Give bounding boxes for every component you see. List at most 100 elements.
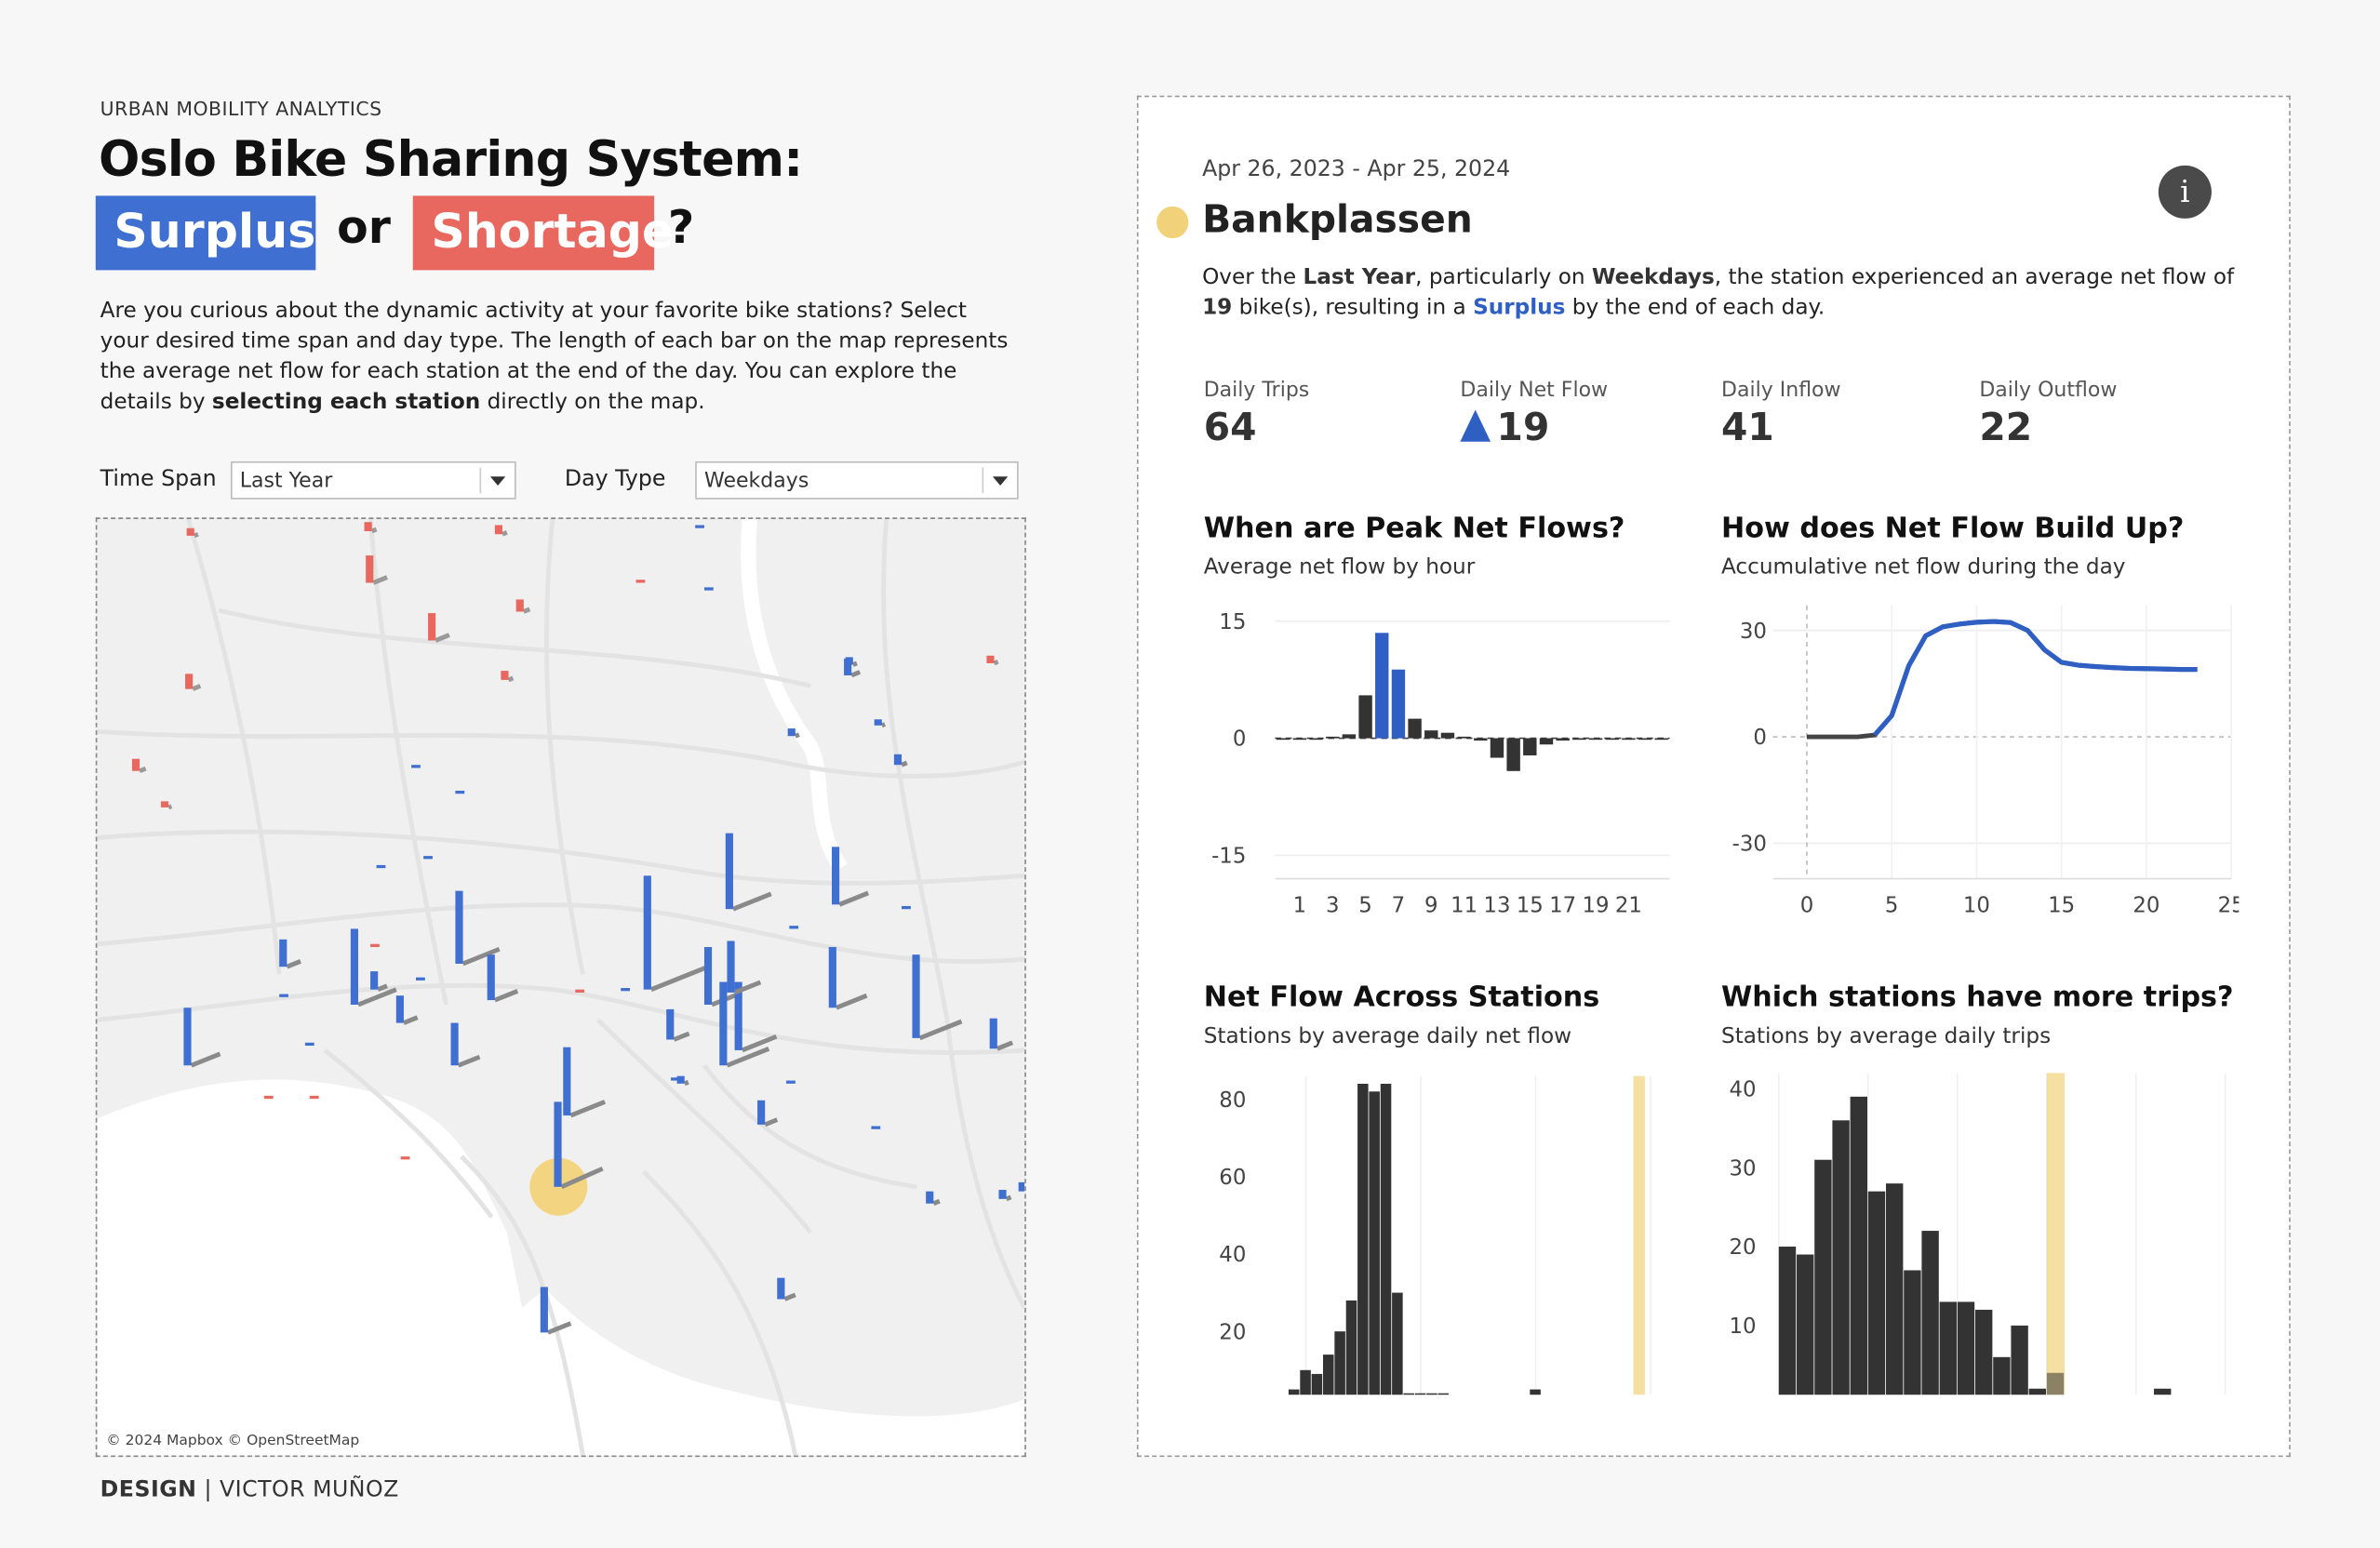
shortage-tag: Shortage — [412, 195, 674, 271]
station-bar-shadow — [993, 660, 999, 666]
station-map[interactable]: © 2024 Mapbox © OpenStreetMap — [95, 517, 1026, 1458]
hour-bar — [1556, 738, 1570, 741]
station-bar-surplus — [777, 1277, 785, 1300]
kpi-daily-inflow: Daily Inflow 41 — [1721, 378, 1841, 449]
histogram-bar — [1832, 1120, 1850, 1395]
station-bar-surplus — [1018, 1181, 1025, 1192]
histogram-bar — [1300, 1369, 1311, 1395]
y-tick-label: 30 — [1729, 1156, 1756, 1181]
x-tick-label: 0 — [1800, 893, 1814, 917]
x-tick-label: 20 — [2133, 893, 2159, 917]
map-road — [881, 518, 950, 1021]
histogram-bar — [1797, 1254, 1814, 1395]
x-tick-label: 21 — [1615, 893, 1642, 917]
map-road — [368, 518, 449, 1006]
x-tick-label: 7 — [1392, 893, 1406, 917]
selected-station-dot-icon — [1157, 206, 1189, 239]
histogram-bar — [1369, 1091, 1380, 1395]
map-road — [460, 1154, 585, 1456]
info-icon[interactable]: i — [2158, 165, 2212, 219]
station-bar-shadow — [851, 661, 858, 667]
station-bar-shadow — [403, 1015, 419, 1025]
station-bar-shortage — [986, 655, 995, 663]
station-bar-surplus — [279, 939, 287, 968]
station-marker — [309, 1095, 319, 1100]
station-bar-surplus — [676, 1075, 685, 1084]
station-marker — [786, 1080, 796, 1084]
chevron-down-icon[interactable] — [992, 476, 1009, 487]
station-marker — [455, 790, 465, 794]
net-flow-buildup-chart[interactable]: -30 0 30 0 5 10 15 20 25 — [1715, 598, 2239, 925]
net-flow-across-stations-chart[interactable]: 020406080-1001020 — [1199, 1061, 1685, 1395]
hour-bar — [1424, 730, 1438, 739]
buildup-chart-subtitle: Accumulative net flow during the day — [1721, 555, 2126, 580]
histogram-bar — [1334, 1331, 1345, 1395]
day-type-select[interactable]: Weekdays — [695, 460, 1019, 500]
time-span-value: Last Year — [239, 469, 333, 494]
hour-bar — [1375, 633, 1389, 739]
hour-bar — [1342, 734, 1357, 739]
station-bar-shortage — [515, 599, 524, 612]
histogram-bar — [1392, 1292, 1403, 1395]
station-bar-shadow — [493, 989, 519, 1003]
station-bar-shadow — [286, 959, 301, 969]
station-bar-surplus — [893, 754, 903, 766]
hour-bar — [1358, 695, 1372, 739]
station-bar-shadow — [880, 722, 887, 728]
station-bar-shadow — [794, 732, 800, 739]
station-bar-shadow — [901, 760, 908, 767]
station-bar-shadow — [372, 575, 388, 585]
histogram-bar — [1814, 1159, 1832, 1395]
hour-bar — [1391, 669, 1406, 739]
station-bar-surplus — [450, 1022, 459, 1066]
y-tick-label: 60 — [1219, 1166, 1246, 1190]
station-bar-shortage — [185, 674, 194, 689]
station-bar-surplus — [350, 928, 359, 1005]
map-road — [97, 728, 1025, 779]
station-bar-surplus — [998, 1190, 1007, 1199]
y-tick-label: 40 — [1219, 1243, 1246, 1267]
select-separator — [479, 467, 482, 494]
station-marker — [263, 1095, 274, 1100]
histogram-bar — [2011, 1325, 2028, 1395]
station-bar-surplus — [845, 657, 853, 665]
station-bar-shortage — [131, 758, 140, 771]
station-marker — [575, 989, 585, 993]
map-road — [596, 1018, 813, 1234]
map-road — [641, 1169, 798, 1456]
histogram-bar — [1357, 1083, 1369, 1395]
station-marker — [304, 1042, 314, 1047]
hour-bar — [1490, 738, 1504, 758]
map-canvas[interactable] — [97, 518, 1025, 1456]
question-mark: ? — [667, 201, 695, 256]
chevron-down-icon[interactable] — [489, 476, 506, 487]
station-bar-surplus — [832, 847, 840, 905]
station-detail-panel: Apr 26, 2023 - Apr 25, 2024 i Bankplasse… — [1136, 95, 2291, 1458]
map-road — [944, 1020, 1025, 1310]
station-bar-shortage — [428, 613, 436, 641]
x-tick-label: 17 — [1549, 893, 1576, 917]
station-bar-surplus — [912, 954, 920, 1038]
station-bar-surplus — [183, 1008, 192, 1066]
station-bar-surplus — [540, 1287, 548, 1333]
station-marker — [376, 864, 386, 869]
station-bar-shortage — [494, 525, 502, 535]
y-tick-label: 80 — [1219, 1088, 1246, 1113]
map-road — [97, 982, 1025, 1055]
station-bar-shadow — [461, 947, 501, 967]
station-bar-shadow — [569, 1100, 607, 1118]
station-marker — [635, 580, 646, 583]
hour-bar — [1277, 738, 1290, 741]
stations-by-trips-chart[interactable]: 010203040020406080100 — [1715, 1061, 2239, 1395]
station-bar-shadow — [357, 987, 397, 1008]
map-water — [97, 1079, 1025, 1456]
station-bar-surplus — [395, 995, 404, 1023]
station-marker — [703, 587, 714, 591]
histogram-bar — [1921, 1231, 1939, 1395]
station-marker — [279, 994, 288, 997]
selected-station-bar — [554, 1101, 562, 1187]
peak-chart-title: When are Peak Net Flows? — [1203, 513, 1625, 545]
map-pier — [506, 1186, 1025, 1363]
time-span-select[interactable]: Last Year — [230, 460, 516, 500]
